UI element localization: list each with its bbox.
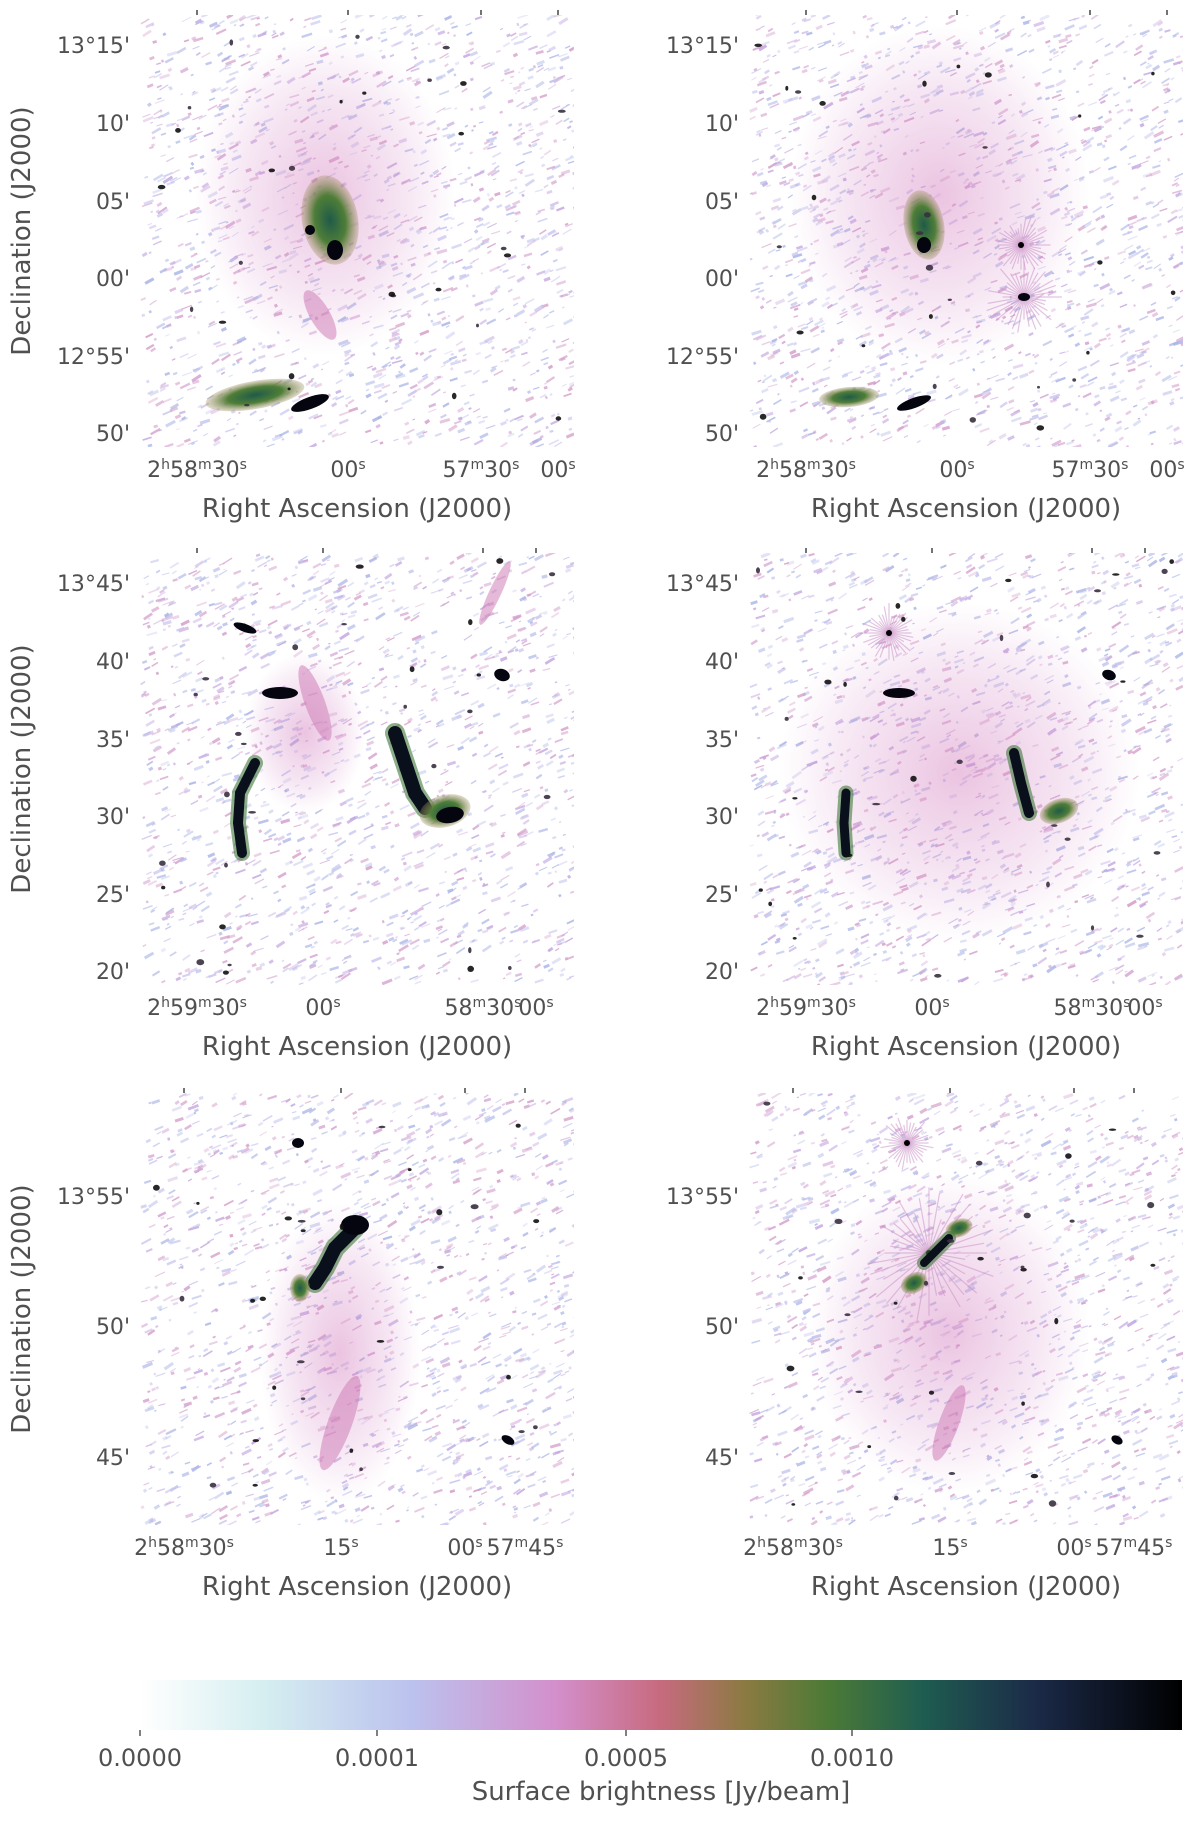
ra-tick-label: 15s bbox=[323, 1535, 358, 1561]
dec-tick-label: 35' bbox=[96, 728, 130, 753]
ra-axis-label: Right Ascension (J2000) bbox=[202, 1572, 512, 1602]
dec-tick-label: 12°55' bbox=[57, 345, 130, 370]
ra-tick-label: 00s bbox=[518, 995, 553, 1021]
radio-map-panel-5: 13°55' 50' 45' 2h58m30s 15s 00s 57m45s Right As… bbox=[7, 1088, 574, 1602]
ra-tick-label: 57m45s bbox=[1096, 1535, 1173, 1561]
dec-tick-label: 05' bbox=[96, 190, 130, 215]
ra-tick-label: 2h58m30s bbox=[134, 1535, 234, 1561]
radio-image bbox=[749, 553, 1183, 985]
radio-map-panel-3: 13°45'40'35'30'25'20'2h59m30s 00s 58m30s00… bbox=[7, 548, 574, 1062]
ra-tick-label: 15s bbox=[932, 1535, 967, 1561]
dec-tick-label: 20' bbox=[96, 960, 130, 985]
radio-map-panel-2: 13°15' 10' 05' 00' 12°55' 50' 2h58m30s 00s 57m30… bbox=[666, 10, 1185, 524]
dec-tick-label: 12°55' bbox=[666, 345, 739, 370]
dec-tick-label: 10' bbox=[96, 112, 130, 137]
dec-tick-label: 50' bbox=[96, 1315, 130, 1340]
dec-tick-label: 13°45' bbox=[666, 572, 739, 597]
colorbar: 0.0000 0.0001 0.0005 0.0010 Surface brightn… bbox=[98, 1680, 1182, 1807]
dec-tick-label: 13°15' bbox=[666, 34, 739, 59]
dec-tick-label: 13°45' bbox=[57, 572, 130, 597]
dec-tick-label: 13°55' bbox=[666, 1185, 739, 1210]
ra-tick-label: 00s bbox=[1056, 1535, 1091, 1561]
ra-axis-label: Right Ascension (J2000) bbox=[811, 1572, 1121, 1602]
ra-tick-label: 00s bbox=[305, 995, 340, 1021]
dec-tick-label: 13°15' bbox=[57, 34, 130, 59]
dec-axis-label: Declination (J2000) bbox=[7, 1184, 37, 1433]
dec-tick-label: 30' bbox=[96, 805, 130, 830]
ra-axis-label: Right Ascension (J2000) bbox=[202, 494, 512, 524]
radio-image bbox=[140, 1093, 574, 1525]
dec-tick-label: 40' bbox=[705, 650, 739, 675]
colorbar-tick-label: 0.0005 bbox=[584, 1744, 668, 1772]
ra-tick-label: 58m30s bbox=[1054, 995, 1131, 1021]
ra-tick-label: 2h58m30s bbox=[147, 457, 247, 483]
dec-tick-label: 30' bbox=[705, 805, 739, 830]
ra-tick-label: 57m30s bbox=[1052, 457, 1129, 483]
ra-tick-label: 2h58m30s bbox=[756, 457, 856, 483]
dec-tick-label: 45' bbox=[705, 1446, 739, 1471]
colorbar-tick-label: 0.0001 bbox=[335, 1744, 419, 1772]
dec-tick-label: 50' bbox=[705, 1315, 739, 1340]
dec-tick-label: 50' bbox=[96, 422, 130, 447]
ra-tick-label: 2h58m30s bbox=[743, 1535, 843, 1561]
ra-tick-label: 2h59m30s bbox=[147, 995, 247, 1021]
radio-image bbox=[140, 15, 574, 447]
ra-tick-label: 2h59m30s bbox=[756, 995, 856, 1021]
dec-tick-label: 10' bbox=[705, 112, 739, 137]
colorbar-bar bbox=[140, 1680, 1182, 1730]
dec-tick-label: 13°55' bbox=[57, 1185, 130, 1210]
radio-map-panel-1: 13°15' 10' 05' 00' 12°55' 50' 2h58m30s 00s 57m30… bbox=[7, 10, 576, 524]
dec-tick-label: 00' bbox=[705, 267, 739, 292]
dec-axis-label: Declination (J2000) bbox=[7, 644, 37, 893]
ra-tick-label: 00s bbox=[330, 457, 365, 483]
ra-tick-label: 57m30s bbox=[443, 457, 520, 483]
dec-tick-label: 25' bbox=[96, 883, 130, 908]
ra-tick-label: 00s bbox=[1127, 995, 1162, 1021]
colorbar-tick-label: 0.0000 bbox=[98, 1744, 182, 1772]
radio-image bbox=[749, 1093, 1183, 1525]
ra-tick-label: 57m45s bbox=[487, 1535, 564, 1561]
colorbar-label: Surface brightness [Jy/beam] bbox=[472, 1777, 851, 1807]
ra-tick-label: 00s bbox=[939, 457, 974, 483]
dec-axis-label: Declination (J2000) bbox=[7, 106, 37, 355]
ra-tick-label: 00s bbox=[447, 1535, 482, 1561]
colorbar-tick-label: 0.0010 bbox=[810, 1744, 894, 1772]
dec-tick-label: 50' bbox=[705, 422, 739, 447]
dec-tick-label: 45' bbox=[96, 1446, 130, 1471]
radio-map-panel-4: 13°45'40'35'30'25'20'2h59m30s 00s 58m30s00… bbox=[666, 548, 1183, 1062]
dec-tick-label: 05' bbox=[705, 190, 739, 215]
ra-tick-label: 00s bbox=[1149, 457, 1184, 483]
dec-tick-label: 00' bbox=[96, 267, 130, 292]
radio-image bbox=[749, 15, 1183, 447]
dec-tick-label: 40' bbox=[96, 650, 130, 675]
dec-tick-label: 25' bbox=[705, 883, 739, 908]
ra-axis-label: Right Ascension (J2000) bbox=[202, 1032, 512, 1062]
ra-tick-label: 58m30s bbox=[445, 995, 522, 1021]
ra-axis-label: Right Ascension (J2000) bbox=[811, 1032, 1121, 1062]
ra-axis-label: Right Ascension (J2000) bbox=[811, 494, 1121, 524]
radio-map-panel-6: 13°55' 50' 45' 2h58m30s 15s 00s 57m45s Right As… bbox=[666, 1088, 1183, 1602]
radio-image bbox=[140, 553, 574, 985]
dec-tick-label: 20' bbox=[705, 960, 739, 985]
ra-tick-label: 00s bbox=[540, 457, 575, 483]
ra-tick-label: 00s bbox=[914, 995, 949, 1021]
dec-tick-label: 35' bbox=[705, 728, 739, 753]
